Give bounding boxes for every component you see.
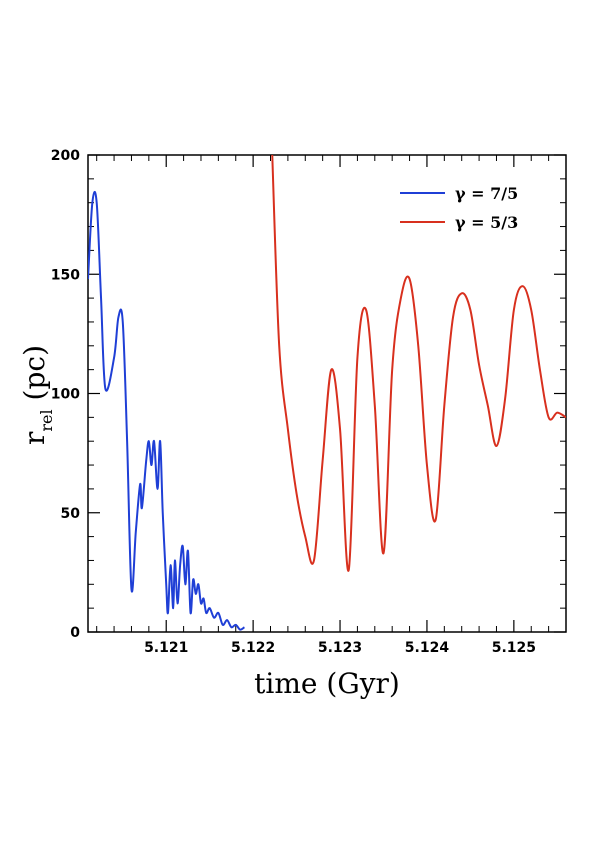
y-axis-title-main: r [18, 431, 51, 445]
y-tick-label: 0 [70, 625, 80, 641]
axes: 5.121 5.122 5.123 5.124 5.125 0 50 100 150 200 [51, 148, 566, 656]
x-tick-label: 5.124 [405, 640, 450, 656]
legend-label-gamma-5-3: γ = 5/3 [455, 213, 518, 232]
y-axis-title-unit: (pc) [18, 345, 51, 400]
y-tick-label: 100 [51, 387, 80, 403]
axis-titles: time (Gyr) rrel (pc) [18, 345, 400, 700]
x-tick-label: 5.123 [318, 640, 362, 656]
y-tick-label: 50 [61, 506, 81, 522]
y-axis-title-subscript: rel [37, 409, 56, 431]
x-tick-label: 5.121 [144, 640, 188, 656]
y-axis-title: rrel (pc) [18, 345, 56, 445]
series-line-gamma-7-5 [88, 190, 246, 631]
x-tick-label: 5.125 [492, 640, 536, 656]
x-axis-title: time (Gyr) [254, 667, 400, 700]
series-layer [88, 155, 566, 631]
legend-label-gamma-7-5: γ = 7/5 [455, 184, 518, 203]
series-line-gamma-5-3 [271, 155, 566, 572]
x-tick-label: 5.122 [231, 640, 275, 656]
legend: γ = 7/5 γ = 5/3 [400, 184, 518, 232]
y-tick-label: 200 [51, 148, 80, 164]
y-tick-label: 150 [51, 267, 80, 283]
